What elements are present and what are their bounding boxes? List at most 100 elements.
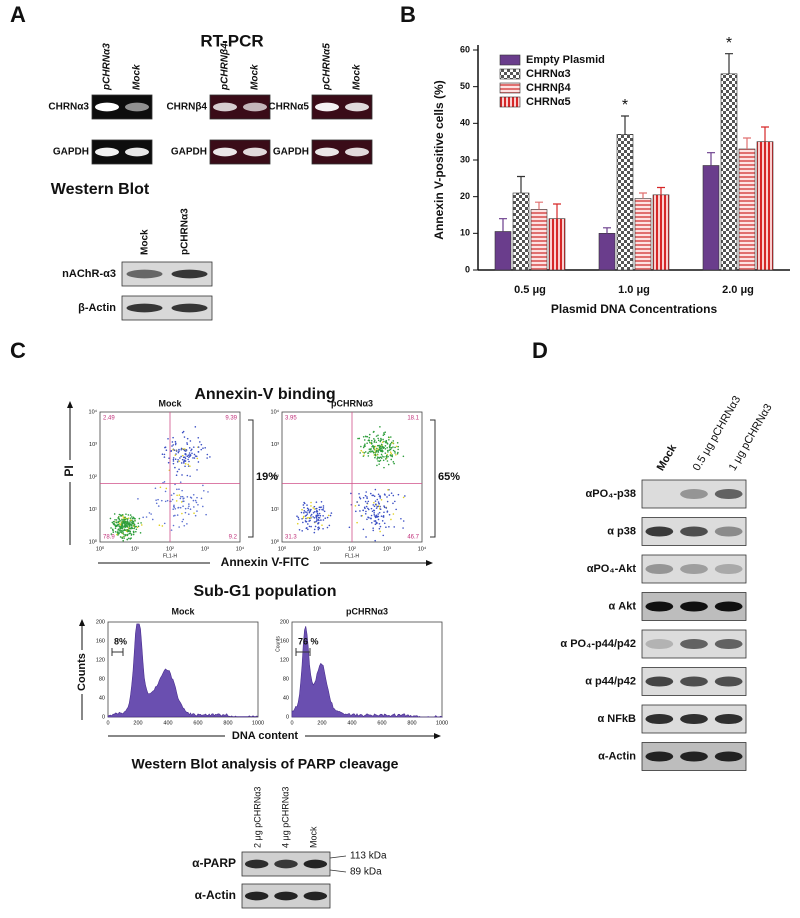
flow-event	[363, 452, 366, 454]
gel-band	[213, 102, 237, 112]
bar	[494, 231, 512, 271]
flow-event	[129, 538, 132, 540]
flow-event	[189, 440, 192, 442]
flow-event	[378, 511, 381, 514]
flow-event	[309, 510, 311, 512]
flow-event	[367, 508, 370, 511]
flow-event	[189, 455, 191, 457]
flow-event	[367, 500, 370, 503]
flow-event	[371, 494, 374, 497]
flow-event	[379, 525, 382, 528]
flow-event	[385, 526, 387, 529]
flow-event	[167, 437, 169, 440]
flow-event	[183, 436, 186, 438]
row-label: α-Actin	[598, 750, 636, 762]
flow-event	[379, 440, 382, 443]
flow-event	[378, 522, 381, 525]
flow-event	[180, 501, 183, 503]
flow-event	[322, 519, 325, 521]
flow-event	[176, 470, 179, 473]
flow-event	[119, 531, 122, 533]
bar	[652, 194, 670, 271]
row-label: β-Actin	[78, 302, 116, 314]
flow-event	[118, 513, 121, 516]
hist-y-tick-label: 40	[283, 695, 289, 701]
flow-event	[193, 512, 195, 515]
flow-event	[161, 453, 164, 456]
hist-x-tick-label: 800	[407, 720, 416, 726]
y-tick-label: 60	[460, 44, 470, 54]
flow-event	[195, 501, 198, 504]
flow-event	[390, 447, 393, 449]
flow-event	[126, 520, 129, 523]
flow-event	[128, 525, 131, 528]
flow-event	[388, 438, 390, 441]
flow-event	[310, 505, 312, 507]
flow-event	[370, 441, 373, 444]
flow-event	[348, 526, 351, 529]
lane-label: pCHRNα3	[102, 43, 113, 91]
flow-event	[124, 521, 126, 524]
flow-event	[394, 446, 396, 449]
flow-event	[393, 526, 396, 528]
flow-event	[390, 518, 392, 521]
flow-event	[126, 525, 129, 528]
flow-event	[385, 439, 388, 442]
flow-event	[188, 456, 190, 458]
flow-event	[183, 448, 186, 450]
flow-event	[329, 514, 332, 517]
flow-event	[316, 510, 319, 513]
flow-event	[192, 457, 194, 459]
flow-event	[120, 524, 123, 526]
flow-event	[366, 497, 368, 500]
flow-event	[308, 516, 310, 519]
flow-event	[375, 514, 378, 517]
flow-x-tick-label: 10²	[348, 546, 356, 552]
gel-band	[303, 859, 328, 869]
flow-event	[368, 436, 371, 439]
flow-event	[380, 447, 382, 450]
gel-band	[714, 713, 743, 725]
flow-event	[397, 448, 399, 451]
flow-event	[318, 512, 321, 515]
error-bar	[657, 186, 665, 195]
gel-band	[345, 147, 369, 157]
flow-event	[381, 445, 384, 448]
gel-band	[680, 563, 708, 575]
bar	[738, 148, 756, 271]
hist-y-tick-label: 0	[102, 714, 105, 720]
flow-event	[131, 520, 134, 522]
error-bar	[621, 115, 629, 135]
legend-swatch	[499, 68, 521, 80]
gel-band	[645, 676, 674, 687]
flow-event	[132, 522, 135, 524]
x-tick-label: 0.5 μg	[514, 284, 546, 296]
hist-y-tick-label: 160	[280, 638, 289, 644]
flow-event	[172, 448, 174, 451]
flow-event	[155, 502, 158, 505]
flow-event	[131, 521, 133, 524]
flow-event	[181, 458, 184, 461]
flow-event	[304, 511, 307, 513]
gel-band	[303, 891, 328, 901]
flow-event	[368, 450, 371, 453]
flow-event	[298, 518, 300, 521]
flow-event	[388, 494, 391, 497]
flow-event	[175, 450, 178, 452]
flow-event	[184, 460, 186, 462]
lane-label: Mock	[132, 64, 143, 90]
flow-event	[171, 498, 174, 501]
hist-y-tick-label: 120	[96, 657, 105, 663]
flow-event	[374, 448, 376, 450]
flow-event	[390, 492, 393, 494]
lane-label: 2 μg pCHRNα3	[252, 787, 262, 848]
flow-x-tick-label: 10⁴	[236, 545, 245, 552]
lane-label: Mock	[655, 442, 680, 473]
flow-event	[317, 528, 320, 531]
flow-event	[386, 442, 389, 444]
flow-event	[381, 441, 384, 443]
bar	[634, 198, 652, 271]
flow-event	[131, 517, 134, 520]
flow-event	[315, 520, 317, 523]
hist-x-tick-label: 1000	[252, 720, 264, 726]
